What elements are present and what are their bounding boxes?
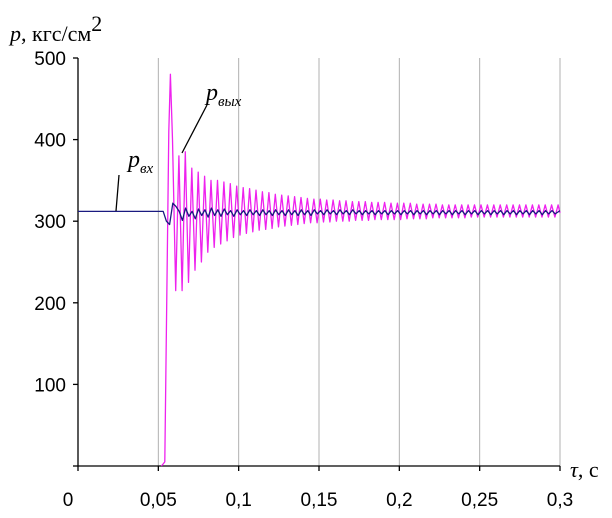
p-vh-leader-line bbox=[115, 174, 120, 212]
p-vh-label-sub: вх bbox=[140, 161, 154, 177]
p-vyh-label-sub: вых bbox=[218, 94, 242, 110]
x-tick-label-0: 0 bbox=[63, 490, 74, 511]
vertical-gridlines bbox=[157, 58, 561, 466]
p-vh-label-main: p bbox=[126, 147, 140, 173]
y-axis-title: p, кгс/см2 bbox=[8, 11, 102, 46]
x-axis-title: τ, с bbox=[570, 457, 599, 482]
x-tick-label-5: 0,25 bbox=[461, 490, 498, 511]
p-vyh-leader-line bbox=[181, 104, 208, 154]
x-tick-labels: 0 0,05 0,1 0,15 0,2 0,25 0,3 bbox=[63, 490, 574, 511]
p-vyh-label-main: p bbox=[204, 80, 218, 106]
x-tick-label-1: 0,05 bbox=[140, 490, 177, 511]
y-tick-label-2: 300 bbox=[34, 212, 66, 233]
x-tick-label-4: 0,2 bbox=[386, 490, 412, 511]
x-axis-symbol: τ bbox=[570, 457, 579, 482]
y-tick-label-3: 400 bbox=[34, 131, 66, 152]
p-vyh-label: pвых bbox=[204, 80, 242, 110]
series-line-p_vh bbox=[78, 202, 561, 226]
p-vh-label: pвх bbox=[126, 147, 154, 177]
y-tick-label-0: 100 bbox=[34, 375, 66, 396]
x-tick-label-6: 0,3 bbox=[547, 490, 573, 511]
y-axis-unit-exponent: 2 bbox=[91, 11, 102, 36]
y-tick-label-4: 500 bbox=[34, 49, 66, 70]
axes bbox=[73, 57, 561, 471]
x-tick-label-2: 0,1 bbox=[225, 490, 251, 511]
y-axis-symbol: p bbox=[8, 21, 21, 46]
y-tick-labels: 100 200 300 400 500 bbox=[34, 49, 66, 396]
y-axis-unit: , кгс/см bbox=[21, 21, 91, 46]
series-lines bbox=[78, 73, 561, 467]
x-axis-unit: , с bbox=[578, 457, 599, 482]
y-tick-label-1: 200 bbox=[34, 294, 66, 315]
series-line-p_vyh bbox=[160, 73, 561, 467]
x-tick-label-3: 0,15 bbox=[301, 490, 338, 511]
